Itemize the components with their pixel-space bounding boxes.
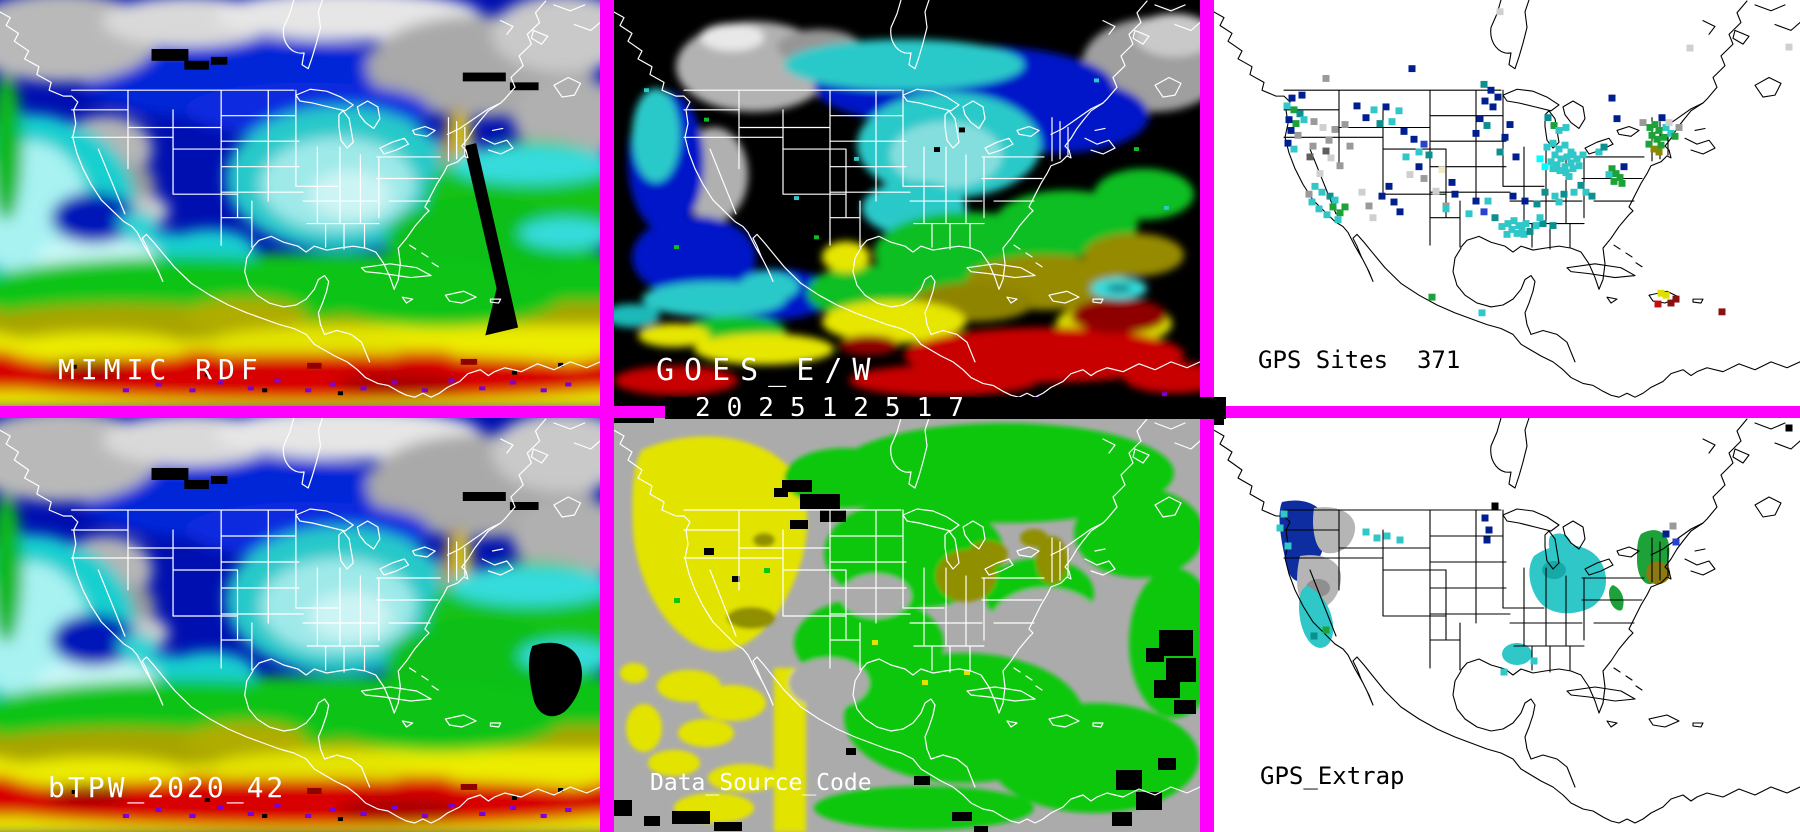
gps-site-markers <box>1283 8 1793 317</box>
panel-label-data-source-code: Data_Source_Code <box>650 770 872 796</box>
panel-mimic-rdf[interactable]: MIMIC RDF <box>0 0 600 406</box>
data-source-black-patches <box>614 418 1196 832</box>
panel-label-gps-extrap: GPS_Extrap <box>1260 762 1405 790</box>
panel-label-gps-sites: GPS Sites 371 <box>1258 346 1461 374</box>
missing-data-blob <box>528 642 582 717</box>
missing-data-wedge <box>463 143 519 336</box>
panel-label-btpw: bTPW_2020_42 <box>48 771 287 804</box>
panel-label-goes-ew: GOES_E/W <box>656 353 881 388</box>
data-source-map-image <box>614 418 1200 832</box>
gps-extrap-map-image <box>1214 418 1800 832</box>
panel-gps-sites[interactable]: GPS Sites 371 <box>1214 0 1800 406</box>
panel-btpw[interactable]: bTPW_2020_42 <box>0 418 600 832</box>
btpw-map-image <box>0 418 600 832</box>
timestamp-bar: 202512517 <box>665 397 1226 419</box>
goes-ew-map-image <box>614 0 1200 406</box>
panel-goes-ew[interactable]: GOES_E/W <box>614 0 1200 406</box>
timestamp-text: 202512517 <box>695 397 980 419</box>
gps-extrap-blobs <box>1214 418 1671 665</box>
gps-extrap-markers <box>1276 424 1793 676</box>
panel-gps-extrap[interactable]: GPS_Extrap <box>1214 418 1800 832</box>
gps-sites-map-image <box>1214 0 1800 406</box>
panel-data-source-code[interactable]: Data_Source_Code <box>614 418 1200 832</box>
panel-label-mimic-rdf: MIMIC RDF <box>58 353 264 386</box>
mimic-rdf-map-image <box>0 0 600 406</box>
